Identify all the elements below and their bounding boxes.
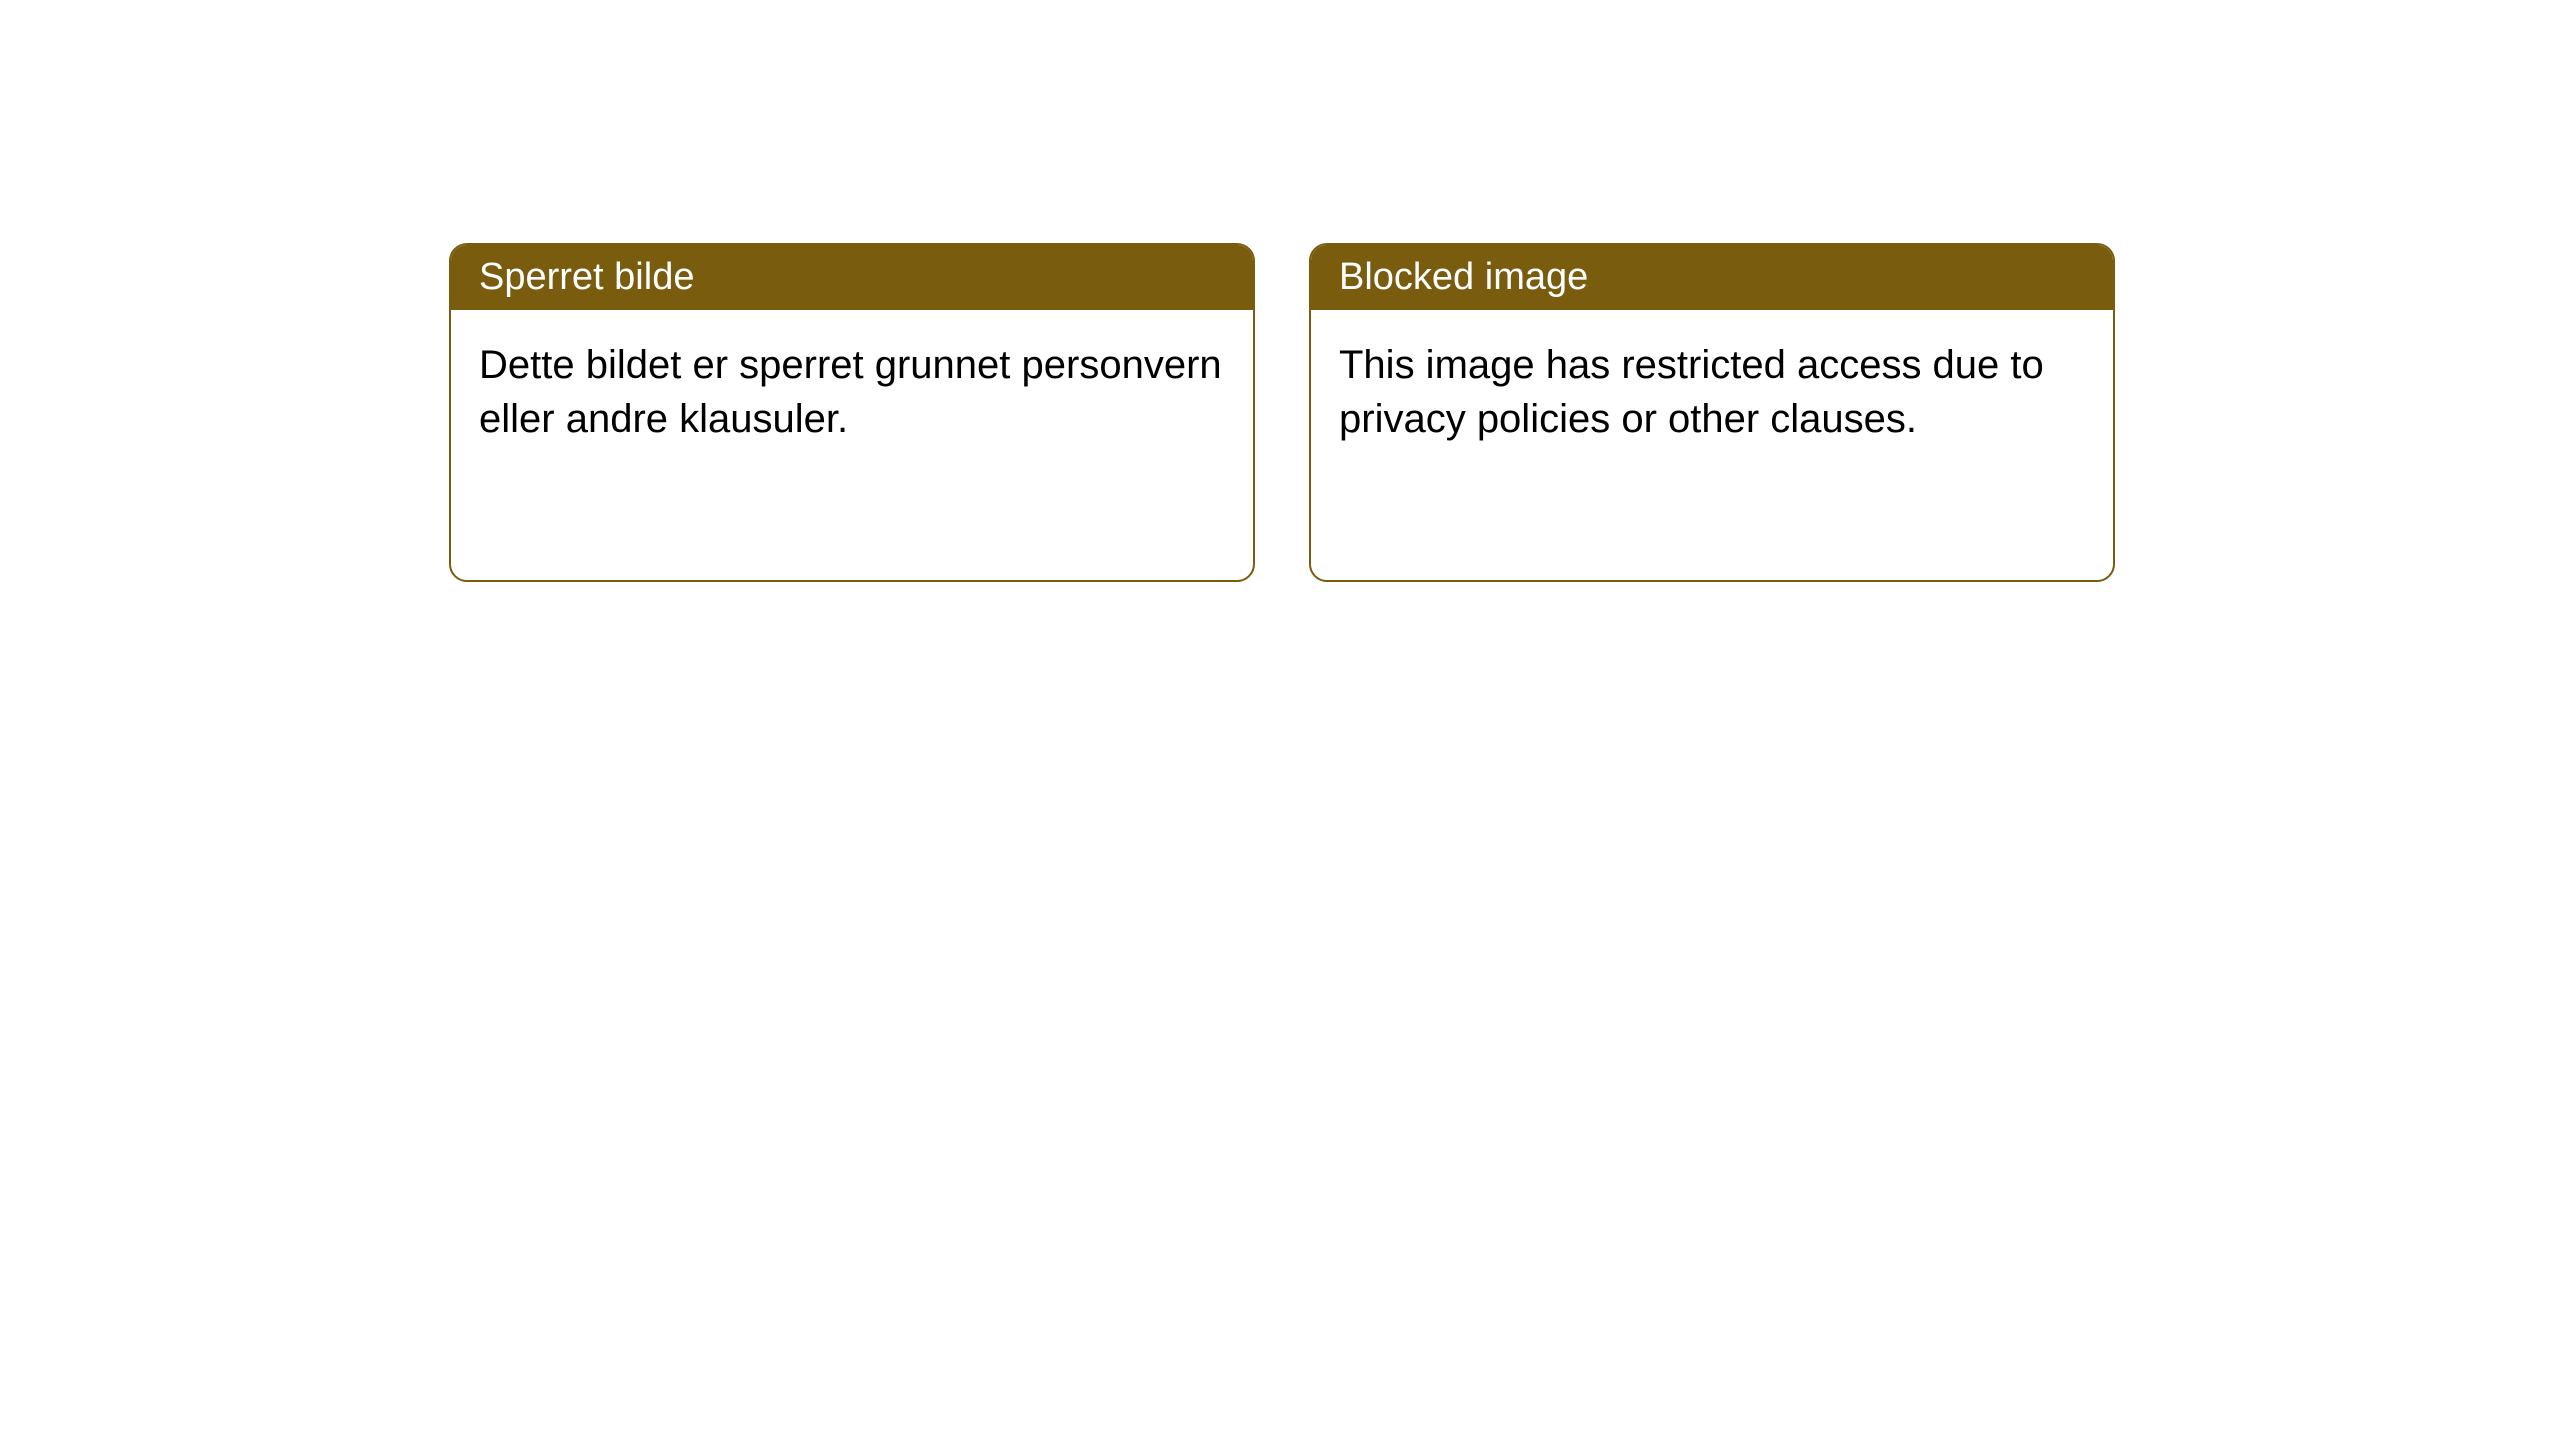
notice-card-body: This image has restricted access due to … <box>1311 310 2113 580</box>
notice-card-title: Sperret bilde <box>451 245 1253 310</box>
notice-card-title: Blocked image <box>1311 245 2113 310</box>
notice-card-body: Dette bildet er sperret grunnet personve… <box>451 310 1253 580</box>
notice-card-norwegian: Sperret bilde Dette bildet er sperret gr… <box>449 243 1255 582</box>
notice-card-english: Blocked image This image has restricted … <box>1309 243 2115 582</box>
notice-container: Sperret bilde Dette bildet er sperret gr… <box>449 243 2115 582</box>
